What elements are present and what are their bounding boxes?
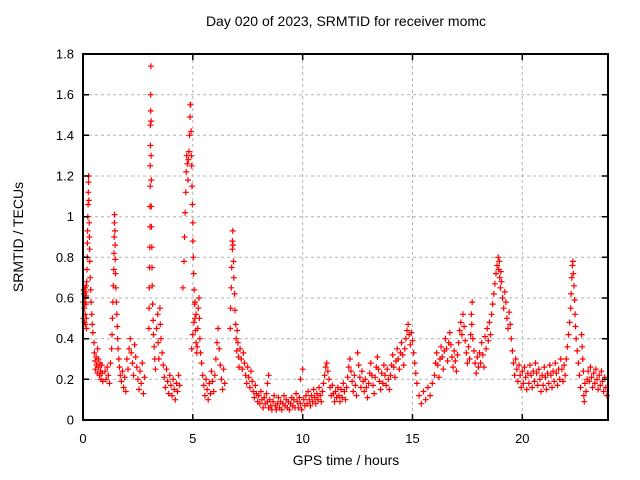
x-axis-label: GPS time / hours [292, 452, 400, 468]
scatter-points [80, 63, 610, 413]
plot-frame [82, 53, 609, 421]
x-tick-label: 10 [295, 431, 309, 446]
y-tick-label: 1.2 [56, 169, 74, 184]
y-tick-label: 1 [67, 209, 74, 224]
y-tick-label: 0 [67, 413, 74, 428]
x-tick-label: 20 [515, 431, 529, 446]
y-tick-label: 1.8 [56, 47, 74, 62]
y-tick-label: 0.6 [56, 291, 74, 306]
grid-lines [83, 54, 608, 420]
x-tick-label: 5 [189, 431, 196, 446]
chart-title: Day 020 of 2023, SRMTID for receiver mom… [205, 13, 487, 29]
x-tick-label: 15 [405, 431, 419, 446]
y-axis-label: SRMTID / TECUs [10, 181, 26, 293]
x-tick-label: 0 [79, 431, 86, 446]
y-tick-label: 0.4 [56, 331, 74, 346]
y-tick-label: 1.4 [56, 128, 74, 143]
y-tick-label: 0.8 [56, 250, 74, 265]
y-tick-label: 1.6 [56, 87, 74, 102]
y-tick-label: 0.2 [56, 372, 74, 387]
